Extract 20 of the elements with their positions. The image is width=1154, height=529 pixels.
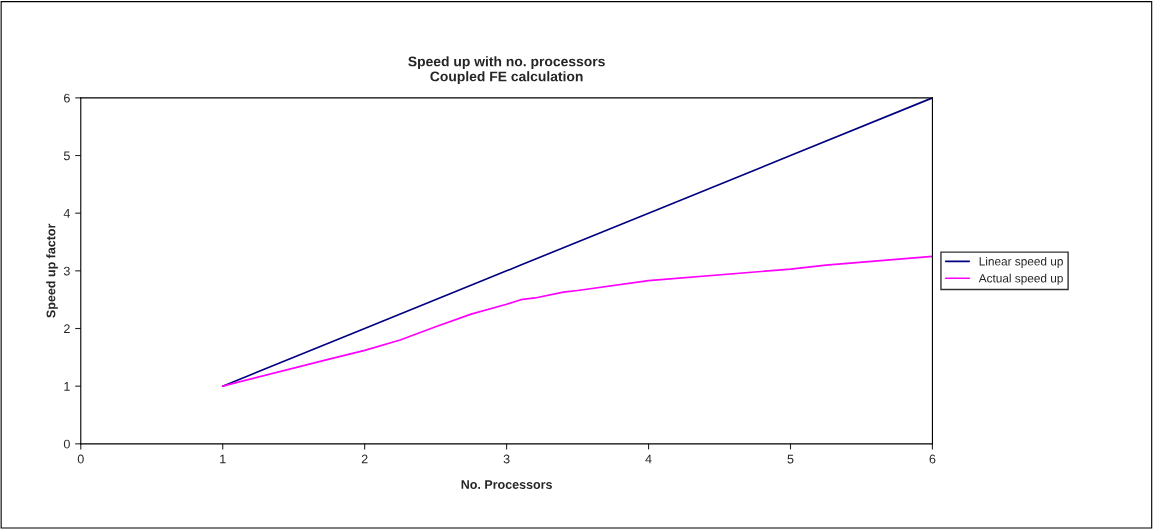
x-tick-label: 5 [787, 454, 794, 464]
x-tick-label: 6 [929, 454, 936, 464]
x-tick-label: 4 [645, 454, 652, 464]
x-tick-label: 3 [503, 454, 510, 464]
x-tick-label: 0 [77, 454, 84, 464]
y-tick-label: 0 [63, 439, 70, 449]
chart-title: Speed up with no. processors Coupled FE calculation [408, 56, 605, 85]
y-axis-title: Speed up factor [46, 223, 58, 318]
y-tick-label: 6 [64, 93, 70, 103]
y-tick-label: 3 [63, 266, 70, 276]
y-tick-label: 5 [63, 151, 70, 161]
legend-label: Linear speed up [979, 256, 1063, 268]
y-tick-label: 2 [64, 324, 70, 334]
y-tick-label: 4 [63, 209, 70, 218]
x-tick-label: 1 [220, 454, 226, 464]
line-series [221, 255, 933, 388]
x-axis-title: No. Processors [461, 480, 552, 489]
y-tick-label: 1 [64, 382, 70, 391]
legend-label: Actual speed up [978, 273, 1063, 285]
x-tick-label: 2 [361, 454, 368, 464]
